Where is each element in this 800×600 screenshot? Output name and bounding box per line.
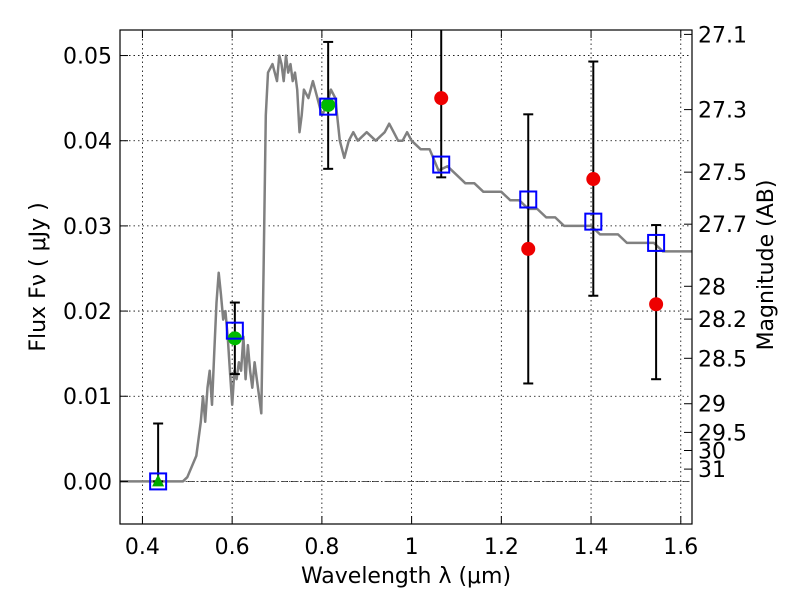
- magnitude-tick-label: 28.5: [698, 347, 747, 372]
- x-tick-label: 0.6: [215, 535, 250, 560]
- magnitude-tick-label: 27.7: [698, 213, 747, 238]
- data-point-circle: [586, 172, 601, 187]
- x-axis-label: Wavelength λ (μm): [301, 564, 511, 589]
- y-tick-label: 0.05: [63, 45, 112, 70]
- x-tick-label: 1: [405, 535, 419, 560]
- ticks: [120, 30, 692, 524]
- data-point-circle: [434, 91, 449, 106]
- grid: [120, 30, 692, 524]
- x-tick-label: 1.2: [484, 535, 519, 560]
- data-point-circle: [521, 241, 536, 256]
- magnitude-tick-label: 30: [698, 439, 726, 464]
- data-point-circle: [321, 97, 336, 112]
- data-point-square: [432, 155, 451, 174]
- data-markers: [149, 91, 666, 491]
- data-point-circle: [649, 297, 664, 312]
- model-spectrum-line: [120, 54, 692, 483]
- data-point-square: [319, 97, 338, 116]
- y-tick-label: 0.01: [63, 385, 112, 410]
- x-tick-label: 1.6: [663, 535, 698, 560]
- error-bars: [153, 30, 662, 483]
- y-axis-label: Flux Fν ( μJy ): [26, 202, 51, 351]
- data-point-square: [584, 212, 603, 231]
- magnitude-tick-label: 27.1: [698, 23, 747, 48]
- magnitude-tick-label: 31: [698, 458, 726, 483]
- x-tick-labels: 0.4 0.6 0.8 1 1.2 1.4 1.6: [125, 535, 698, 560]
- x-tick-label: 0.8: [304, 535, 339, 560]
- x-tick-label: 0.4: [125, 535, 160, 560]
- data-point-square: [519, 190, 538, 209]
- plot-frame: [119, 29, 693, 525]
- y-tick-label: 0.00: [63, 470, 112, 495]
- magnitude-tick-label: 29.5: [698, 421, 747, 446]
- magnitude-axis-label: Magnitude (AB): [754, 180, 779, 351]
- magnitude-tick-label: 29: [698, 393, 726, 418]
- data-point-square: [647, 233, 666, 252]
- y-tick-label: 0.03: [63, 215, 112, 240]
- y-tick-label: 0.02: [63, 300, 112, 325]
- magnitude-tick-label: 28: [698, 275, 726, 300]
- data-point-triangle: [152, 474, 165, 487]
- x-tick-label: 1.4: [574, 535, 609, 560]
- magnitude-tick-label: 28.2: [698, 308, 747, 333]
- magnitude-tick-label: 27.5: [698, 161, 747, 186]
- data-point-square: [149, 472, 168, 491]
- magnitude-tick-label: 27.3: [698, 99, 747, 124]
- y-tick-label: 0.04: [63, 130, 112, 155]
- data-point-square: [225, 321, 244, 340]
- y-tick-labels: 0.00 0.01 0.02 0.03 0.04 0.05: [63, 45, 112, 496]
